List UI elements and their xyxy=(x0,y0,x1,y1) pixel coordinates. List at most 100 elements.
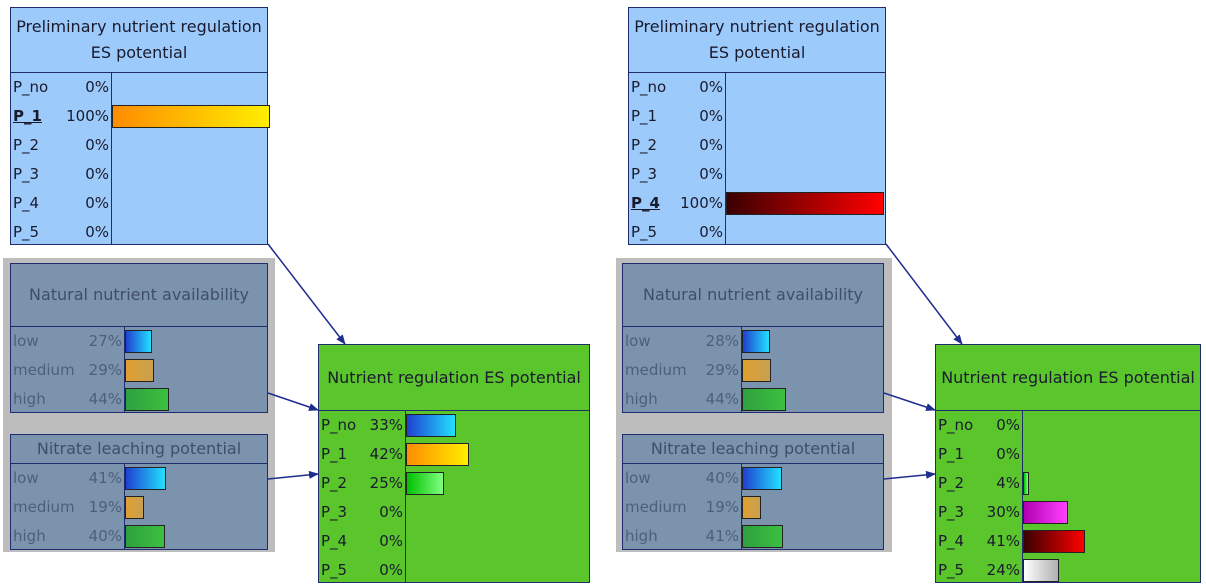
state-percent: 30% xyxy=(986,503,1020,521)
state-row-p_3[interactable]: P_3 0% xyxy=(319,498,591,527)
state-row-p_1[interactable]: P_1 100% xyxy=(11,102,270,131)
state-percent: 100% xyxy=(680,194,723,212)
state-row-p_1[interactable]: P_1 0% xyxy=(936,440,1202,469)
state-label: high xyxy=(13,527,46,545)
state-row-medium[interactable]: medium 19% xyxy=(11,493,269,522)
state-row-p_5[interactable]: P_5 0% xyxy=(11,218,269,247)
state-percent: 29% xyxy=(88,361,122,379)
node-title: Preliminary nutrient regulation ES poten… xyxy=(11,8,267,73)
state-label: P_2 xyxy=(938,474,965,492)
left-arrow-natural-to-nutrient xyxy=(267,392,319,411)
right-natural-node[interactable]: Natural nutrient availability low 28% mediu… xyxy=(622,263,884,413)
state-row-low[interactable]: low 27% xyxy=(11,327,269,356)
node-title: Nutrient regulation ES potential xyxy=(319,345,589,411)
state-row-p_5[interactable]: P_5 0% xyxy=(319,556,591,585)
left-prelim-node[interactable]: Preliminary nutrient regulation ES poten… xyxy=(10,7,270,247)
state-label: low xyxy=(13,469,39,487)
state-row-p_4[interactable]: P_4 41% xyxy=(936,527,1202,556)
state-percent: 100% xyxy=(66,107,109,125)
probability-bar xyxy=(742,525,783,548)
state-percent: 19% xyxy=(705,498,739,516)
probability-bar xyxy=(1023,472,1029,495)
state-label: low xyxy=(625,469,651,487)
state-percent: 4% xyxy=(996,474,1020,492)
state-row-high[interactable]: high 41% xyxy=(623,522,885,551)
state-row-p_4[interactable]: P_4 0% xyxy=(11,189,269,218)
probability-bar xyxy=(1023,501,1068,524)
state-label: P_1 xyxy=(938,445,965,463)
state-row-p_2[interactable]: P_2 0% xyxy=(11,131,269,160)
state-percent: 42% xyxy=(369,445,403,463)
probability-bar xyxy=(112,105,270,128)
state-percent: 19% xyxy=(88,498,122,516)
state-label: high xyxy=(13,390,46,408)
state-row-p_no[interactable]: P_no 0% xyxy=(629,73,887,102)
state-label: P_1 xyxy=(13,107,42,125)
state-row-medium[interactable]: medium 29% xyxy=(623,356,885,385)
state-label: P_4 xyxy=(631,194,660,212)
state-label: low xyxy=(625,332,651,350)
state-label: P_1 xyxy=(321,445,348,463)
state-row-medium[interactable]: medium 19% xyxy=(623,493,885,522)
state-label: low xyxy=(13,332,39,350)
state-percent: 0% xyxy=(699,78,723,96)
right-prelim-node[interactable]: Preliminary nutrient regulation ES poten… xyxy=(628,7,886,245)
state-label: P_3 xyxy=(13,165,40,183)
state-row-p_no[interactable]: P_no 33% xyxy=(319,411,591,440)
probability-bar xyxy=(406,443,469,466)
state-label: P_no xyxy=(13,78,49,96)
state-percent: 41% xyxy=(705,527,739,545)
state-percent: 0% xyxy=(85,136,109,154)
state-label: P_4 xyxy=(938,532,965,550)
right-arrow-nitrate-to-nutrient xyxy=(883,470,936,480)
probability-bar xyxy=(726,192,884,215)
state-row-low[interactable]: low 28% xyxy=(623,327,885,356)
state-row-low[interactable]: low 40% xyxy=(623,464,885,493)
state-row-p_5[interactable]: P_5 0% xyxy=(629,218,887,247)
state-row-p_no[interactable]: P_no 0% xyxy=(11,73,269,102)
left-arrow-prelim-to-nutrient xyxy=(267,243,346,345)
left-nitrate-node[interactable]: Nitrate leaching potential low 41% medium 19… xyxy=(10,434,268,550)
state-row-p_1[interactable]: P_1 0% xyxy=(629,102,887,131)
state-row-p_no[interactable]: P_no 0% xyxy=(936,411,1202,440)
node-divider xyxy=(725,72,726,244)
state-label: P_3 xyxy=(938,503,965,521)
state-percent: 24% xyxy=(986,561,1020,579)
state-row-p_2[interactable]: P_2 25% xyxy=(319,469,591,498)
left-nutrient-node[interactable]: Nutrient regulation ES potential P_no 33% P… xyxy=(318,344,590,583)
state-row-high[interactable]: high 44% xyxy=(11,385,269,414)
probability-bar xyxy=(742,359,771,382)
state-label: P_3 xyxy=(631,165,658,183)
probability-bar xyxy=(742,467,782,490)
state-percent: 27% xyxy=(88,332,122,350)
left-arrow-nitrate-to-nutrient xyxy=(267,470,319,480)
state-row-p_3[interactable]: P_3 0% xyxy=(629,160,887,189)
state-row-high[interactable]: high 40% xyxy=(11,522,269,551)
right-nutrient-node[interactable]: Nutrient regulation ES potential P_no 0% P_… xyxy=(935,344,1201,583)
state-percent: 0% xyxy=(699,136,723,154)
state-row-p_4[interactable]: P_4 100% xyxy=(629,189,887,218)
left-natural-node[interactable]: Natural nutrient availability low 27% mediu… xyxy=(10,263,268,413)
state-row-low[interactable]: low 41% xyxy=(11,464,269,493)
state-label: P_5 xyxy=(631,223,658,241)
state-label: P_4 xyxy=(13,194,40,212)
probability-bar xyxy=(125,330,152,353)
state-percent: 0% xyxy=(85,223,109,241)
probability-bar xyxy=(125,359,154,382)
state-row-medium[interactable]: medium 29% xyxy=(11,356,269,385)
state-row-p_2[interactable]: P_2 4% xyxy=(936,469,1202,498)
state-percent: 0% xyxy=(379,532,403,550)
state-percent: 0% xyxy=(699,223,723,241)
state-row-p_3[interactable]: P_3 30% xyxy=(936,498,1202,527)
right-nitrate-node[interactable]: Nitrate leaching potential low 40% medium 19… xyxy=(622,434,884,550)
state-percent: 44% xyxy=(705,390,739,408)
state-row-high[interactable]: high 44% xyxy=(623,385,885,414)
state-percent: 41% xyxy=(88,469,122,487)
state-row-p_2[interactable]: P_2 0% xyxy=(629,131,887,160)
node-title: Natural nutrient availability xyxy=(623,264,883,327)
state-row-p_5[interactable]: P_5 24% xyxy=(936,556,1202,585)
node-divider xyxy=(741,463,742,549)
state-row-p_3[interactable]: P_3 0% xyxy=(11,160,269,189)
state-row-p_1[interactable]: P_1 42% xyxy=(319,440,591,469)
state-row-p_4[interactable]: P_4 0% xyxy=(319,527,591,556)
